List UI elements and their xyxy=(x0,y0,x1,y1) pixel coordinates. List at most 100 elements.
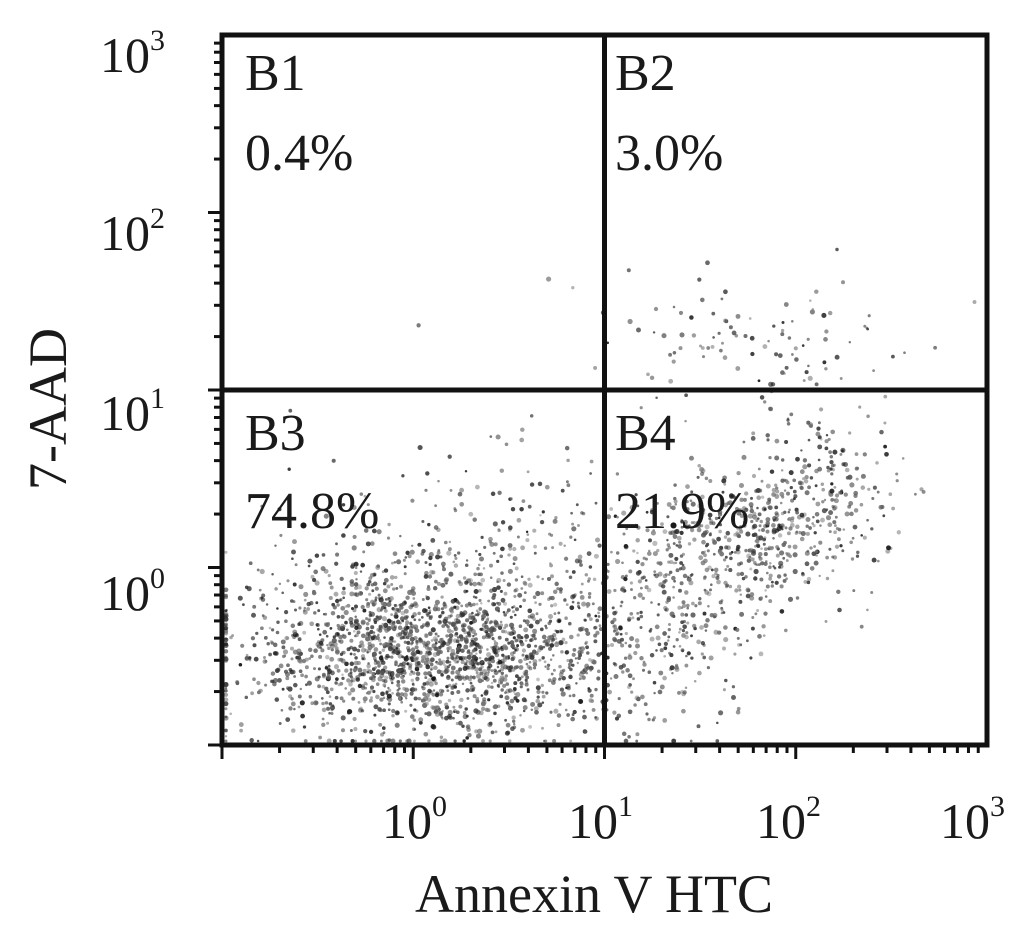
event-dot xyxy=(842,528,846,531)
y-tick-label: 102 xyxy=(100,202,165,261)
event-dot xyxy=(442,618,448,624)
event-dot xyxy=(745,593,751,599)
event-dot xyxy=(666,543,671,547)
event-dot xyxy=(696,520,701,525)
event-dot xyxy=(666,639,670,642)
event-dot xyxy=(368,698,373,703)
event-dot xyxy=(754,563,757,566)
event-dot xyxy=(385,692,389,695)
event-dot xyxy=(411,641,414,644)
event-dot xyxy=(559,629,564,633)
event-dot xyxy=(799,536,805,542)
event-dot xyxy=(371,651,377,657)
event-dot xyxy=(256,739,260,743)
event-dot xyxy=(689,315,694,320)
event-dot xyxy=(464,563,469,567)
event-dot xyxy=(224,686,228,690)
event-dot xyxy=(270,641,275,645)
event-dot xyxy=(281,645,286,650)
event-dot xyxy=(771,488,776,493)
event-dot xyxy=(430,657,435,663)
event-dot xyxy=(828,310,833,316)
event-dot xyxy=(509,651,515,656)
event-dot xyxy=(475,699,480,704)
event-dot xyxy=(525,530,529,534)
event-dot xyxy=(326,674,332,680)
event-dot xyxy=(355,578,358,581)
event-dot xyxy=(223,656,229,662)
event-dot xyxy=(739,513,745,519)
event-dot xyxy=(742,508,746,513)
event-dot xyxy=(462,576,467,580)
event-dot xyxy=(377,664,381,668)
quadrant-b4-percent: 21.9% xyxy=(615,483,749,540)
event-dot xyxy=(548,646,552,651)
event-dot xyxy=(577,656,581,660)
event-dot xyxy=(636,504,640,508)
event-dot xyxy=(636,617,641,621)
event-dot xyxy=(424,488,428,492)
event-dot xyxy=(688,580,694,586)
event-dot xyxy=(437,549,441,552)
event-dot xyxy=(524,669,529,674)
event-dot xyxy=(474,549,478,553)
event-dot xyxy=(336,614,341,619)
event-dot xyxy=(375,669,381,675)
event-dot xyxy=(571,663,575,667)
event-dot xyxy=(391,676,396,680)
event-dot xyxy=(351,696,356,701)
event-dot xyxy=(811,551,817,557)
event-dot xyxy=(380,732,385,737)
event-dot xyxy=(588,698,594,703)
event-dot xyxy=(755,535,760,539)
quadrant-b2-percent: 3.0% xyxy=(615,125,723,182)
event-dot xyxy=(466,725,470,729)
event-dot xyxy=(522,705,528,711)
event-dot xyxy=(506,582,512,587)
event-dot xyxy=(361,684,366,688)
event-dot xyxy=(615,558,621,564)
event-dot xyxy=(490,632,494,637)
event-dot xyxy=(463,656,468,660)
event-dot xyxy=(440,595,444,599)
event-dot xyxy=(538,602,542,606)
event-dot xyxy=(793,346,798,351)
event-dot xyxy=(883,421,887,425)
event-dot xyxy=(446,550,452,556)
event-dot xyxy=(804,474,809,480)
event-dot xyxy=(817,458,821,462)
event-dot xyxy=(560,691,566,697)
event-dot xyxy=(446,628,452,634)
event-dot xyxy=(725,530,731,536)
event-dot xyxy=(537,702,543,708)
event-dot xyxy=(462,739,466,743)
event-dot xyxy=(686,603,690,608)
event-dot xyxy=(535,612,539,616)
event-dot xyxy=(753,568,759,575)
event-dot xyxy=(461,682,465,686)
event-dot xyxy=(542,640,546,644)
event-dot xyxy=(697,277,702,282)
event-dot xyxy=(704,567,710,573)
event-dot xyxy=(480,701,486,707)
event-dot xyxy=(790,516,795,521)
event-dot xyxy=(252,643,257,648)
event-dot xyxy=(782,556,786,560)
event-dot xyxy=(456,689,461,695)
event-dot xyxy=(420,658,425,664)
event-dot xyxy=(530,708,534,711)
event-dot xyxy=(523,627,529,633)
event-dot xyxy=(629,581,633,585)
event-dot xyxy=(813,531,817,535)
event-dot xyxy=(820,482,825,487)
event-dot xyxy=(672,596,675,599)
event-dot xyxy=(783,302,789,307)
event-dot xyxy=(580,650,584,654)
quadrant-b3-name: B3 xyxy=(245,405,306,462)
event-dot xyxy=(679,332,685,338)
event-dot xyxy=(835,247,839,252)
event-dot xyxy=(588,565,593,569)
event-dot xyxy=(365,626,370,631)
event-dot xyxy=(621,561,624,565)
event-dot xyxy=(554,581,559,587)
